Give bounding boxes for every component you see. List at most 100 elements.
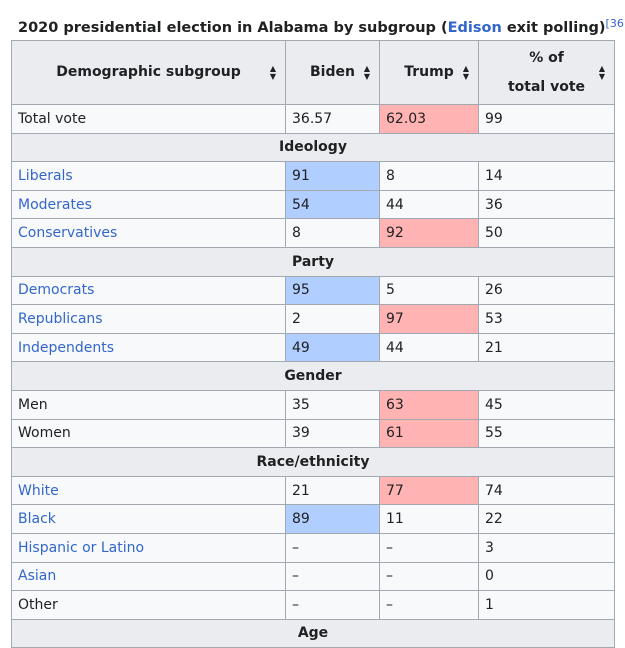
pct-value: 99 <box>478 104 615 134</box>
table-row: Hispanic or Latino – –3 <box>11 532 615 563</box>
header-label: % of <box>529 49 564 66</box>
pct-value: 22 <box>478 504 615 534</box>
biden-value: 2 <box>285 304 380 334</box>
pct-value: 53 <box>478 304 615 334</box>
table-row: Men 35 63 45 <box>11 389 615 420</box>
table-row: Liberals 91 8 14 <box>11 161 615 191</box>
subgroup-label: Other <box>11 590 286 620</box>
header-label: Biden <box>310 64 355 80</box>
pct-value: 26 <box>478 275 615 306</box>
sort-header-biden[interactable]: Biden ▲ ▼ <box>285 40 380 105</box>
subgroup-label[interactable]: Conservatives <box>11 218 286 248</box>
biden-value: – <box>285 590 380 620</box>
section-title: Ideology <box>11 132 615 163</box>
sort-arrows-icon: ▲ ▼ <box>598 64 605 81</box>
edison-link[interactable]: Edison <box>447 20 502 36</box>
section-title: Gender <box>11 361 615 391</box>
sort-header-trump[interactable]: Trump ▲ ▼ <box>379 40 479 105</box>
trump-value: 63 <box>379 389 479 420</box>
header-label: total vote <box>507 78 586 95</box>
table-row: Democrats 95 5 26 <box>11 275 615 306</box>
caption-text-end: exit polling) <box>501 20 606 36</box>
trump-value: 44 <box>379 189 479 220</box>
pct-value: 74 <box>478 475 615 506</box>
pct-value: 14 <box>478 161 615 191</box>
trump-value: 44 <box>379 332 479 363</box>
trump-value: 97 <box>379 304 479 334</box>
biden-value: – <box>285 532 380 563</box>
subgroup-label[interactable]: Republicans <box>11 304 286 334</box>
biden-value: 39 <box>285 418 380 449</box>
subgroup-label[interactable]: White <box>11 475 286 506</box>
table-row: Independents 49 44 21 <box>11 332 615 363</box>
section-row: Ideology <box>11 132 615 163</box>
biden-value: 49 <box>285 332 380 363</box>
trump-value: – <box>379 532 479 563</box>
section-title: Age <box>11 618 615 648</box>
table-row: White 21 77 74 <box>11 475 615 506</box>
biden-value: – <box>285 561 380 592</box>
subgroup-label[interactable]: Hispanic or Latino <box>11 532 286 563</box>
pct-value: 3 <box>478 532 615 563</box>
header-label: Demographic subgroup <box>56 64 241 80</box>
sort-arrows-icon: ▲ ▼ <box>363 64 370 81</box>
table-row: Asian – –0 <box>11 561 615 592</box>
subgroup-label[interactable]: Independents <box>11 332 286 363</box>
subgroup-label: Total vote <box>11 104 286 134</box>
section-title: Race/ethnicity <box>11 447 615 477</box>
table-row: Conservatives 8 92 50 <box>11 218 615 248</box>
pct-value: 45 <box>478 389 615 420</box>
biden-value: 8 <box>285 218 380 248</box>
trump-value: 62.03 <box>379 104 479 134</box>
biden-value: 54 <box>285 189 380 220</box>
trump-value: 61 <box>379 418 479 449</box>
sort-arrows-icon: ▲ ▼ <box>269 64 276 81</box>
caption-text: 2020 presidential election in Alabama by… <box>18 20 448 36</box>
subgroup-label: Men <box>11 389 286 420</box>
pct-value: 36 <box>478 189 615 220</box>
section-row: Age <box>11 618 615 648</box>
subgroup-label[interactable]: Liberals <box>11 161 286 191</box>
subgroup-label[interactable]: Black <box>11 504 286 534</box>
reference-link[interactable]: [36] <box>605 17 625 30</box>
biden-value: 89 <box>285 504 380 534</box>
biden-value: 35 <box>285 389 380 420</box>
trump-value: – <box>379 561 479 592</box>
biden-value: 36.57 <box>285 104 380 134</box>
section-row: Gender <box>11 361 615 391</box>
table-body: Total vote 36.57 62.03 99 Ideology Libera… <box>11 104 615 648</box>
pct-value: 21 <box>478 332 615 363</box>
subgroup-label: Women <box>11 418 286 449</box>
pct-value: 55 <box>478 418 615 449</box>
table-row: Women 39 61 55 <box>11 418 615 449</box>
exit-poll-table: Demographic subgroup ▲ ▼ Biden ▲ ▼ Trump ▲… <box>11 40 615 648</box>
table-row: Other – –1 <box>11 590 615 620</box>
trump-value: 11 <box>379 504 479 534</box>
header-label: Trump <box>404 64 454 80</box>
pct-value: 1 <box>478 590 615 620</box>
table-row: Black 89 11 22 <box>11 504 615 534</box>
subgroup-label[interactable]: Democrats <box>11 275 286 306</box>
pct-value: 0 <box>478 561 615 592</box>
total-row: Total vote 36.57 62.03 99 <box>11 104 615 134</box>
biden-value: 21 <box>285 475 380 506</box>
subgroup-label[interactable]: Asian <box>11 561 286 592</box>
section-row: Party <box>11 246 615 277</box>
biden-value: 95 <box>285 275 380 306</box>
biden-value: 91 <box>285 161 380 191</box>
table-caption: 2020 presidential election in Alabama by… <box>18 13 625 36</box>
section-row: Race/ethnicity <box>11 447 615 477</box>
sort-arrows-icon: ▲ ▼ <box>462 64 469 81</box>
header-row: Demographic subgroup ▲ ▼ Biden ▲ ▼ Trump ▲… <box>11 40 615 105</box>
table-row: Moderates 54 44 36 <box>11 189 615 220</box>
sort-header-pct-total-vote[interactable]: % of total vote ▲ ▼ <box>478 40 615 105</box>
subgroup-label[interactable]: Moderates <box>11 189 286 220</box>
section-title: Party <box>11 246 615 277</box>
pct-value: 50 <box>478 218 615 248</box>
trump-value: – <box>379 590 479 620</box>
trump-value: 77 <box>379 475 479 506</box>
trump-value: 92 <box>379 218 479 248</box>
table-row: Republicans 2 97 53 <box>11 304 615 334</box>
sort-header-subgroup[interactable]: Demographic subgroup ▲ ▼ <box>11 40 286 105</box>
trump-value: 5 <box>379 275 479 306</box>
